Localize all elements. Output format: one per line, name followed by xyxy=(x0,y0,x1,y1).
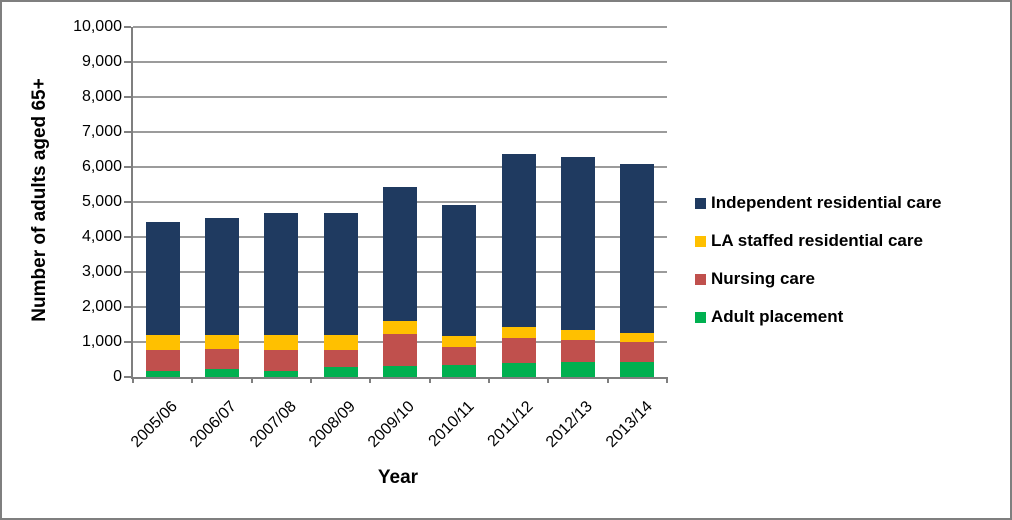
legend-label: Adult placement xyxy=(711,307,844,326)
x-axis-tick xyxy=(428,377,431,383)
x-axis-tick xyxy=(369,377,372,383)
legend-item: Nursing care xyxy=(695,269,942,289)
y-axis-tick-label: 7,000 xyxy=(81,123,122,140)
y-axis-tick-label: 8,000 xyxy=(81,88,122,105)
bar-segment xyxy=(383,366,417,377)
bar-segment xyxy=(442,335,477,348)
y-axis-tick-label: 6,000 xyxy=(81,158,122,175)
y-axis-tick xyxy=(124,166,131,168)
gridline xyxy=(133,166,667,168)
y-axis-line xyxy=(131,27,133,379)
x-axis-tick-label: 2013/14 xyxy=(602,398,656,451)
bar-segment xyxy=(442,205,477,336)
bar-segment xyxy=(264,335,299,351)
bar-segment xyxy=(264,350,299,371)
y-axis-tick-label: 0 xyxy=(113,368,122,385)
x-axis-tick xyxy=(666,377,668,383)
x-axis-tick xyxy=(547,377,550,383)
y-axis-tick xyxy=(124,26,131,28)
x-axis-tick xyxy=(606,377,609,383)
y-axis-tick-label: 5,000 xyxy=(81,193,122,210)
bar-segment xyxy=(620,342,655,362)
bar-segment xyxy=(501,154,536,327)
x-axis-tick-label: 2010/11 xyxy=(425,398,478,451)
y-axis-tick-label: 1,000 xyxy=(81,333,122,350)
bar-segment xyxy=(442,364,477,377)
y-axis-tick xyxy=(124,96,131,98)
y-axis-tick xyxy=(124,306,131,308)
y-axis-tick-label: 10,000 xyxy=(73,18,122,35)
gridline xyxy=(133,61,667,63)
bar-segment xyxy=(561,340,595,363)
bar-segment xyxy=(442,347,477,365)
x-axis-tick xyxy=(191,377,194,383)
y-axis-tick-label: 2,000 xyxy=(81,298,122,315)
bar-segment xyxy=(264,212,299,336)
x-axis-tick xyxy=(488,377,490,383)
y-axis-tick xyxy=(124,236,131,238)
bar-segment xyxy=(323,367,358,377)
legend-item: LA staffed residential care xyxy=(695,231,942,251)
gridline xyxy=(133,26,667,28)
legend-color-swatch xyxy=(695,273,706,285)
legend-label: Independent residential care xyxy=(711,193,942,212)
bar-segment xyxy=(145,335,180,351)
x-axis-tick-label: 2007/08 xyxy=(246,398,300,451)
bar-segment xyxy=(383,186,417,322)
bar-segment xyxy=(620,333,655,343)
bar-segment xyxy=(501,326,536,338)
legend-item: Independent residential care xyxy=(695,193,942,213)
y-axis-tick xyxy=(124,341,131,343)
y-axis-tick-label: 3,000 xyxy=(81,263,122,280)
bar-segment xyxy=(323,335,358,350)
bar-segment xyxy=(383,333,417,367)
legend: Independent residential care LA staffed r… xyxy=(695,193,942,327)
x-axis-tick xyxy=(310,377,312,383)
x-axis-tick-label: 2011/12 xyxy=(484,398,537,451)
legend-label: Nursing care xyxy=(711,269,815,288)
bar-segment xyxy=(620,164,655,334)
legend-color-swatch xyxy=(695,235,706,247)
bar-segment xyxy=(205,349,239,370)
y-axis-tick xyxy=(124,201,131,203)
legend-color-swatch xyxy=(695,311,706,323)
bar-segment xyxy=(205,369,239,377)
bar-segment xyxy=(205,335,239,350)
gridline xyxy=(133,131,667,133)
legend-label: LA staffed residential care xyxy=(711,231,923,250)
bar-segment xyxy=(501,337,536,364)
x-axis-tick xyxy=(250,377,253,383)
bar-segment xyxy=(323,212,358,336)
y-axis-tick xyxy=(124,131,131,133)
y-axis-tick xyxy=(124,271,131,273)
x-axis-tick-label: 2009/10 xyxy=(365,398,419,451)
y-axis-tick-label: 4,000 xyxy=(81,228,122,245)
x-axis-tick-label: 2008/09 xyxy=(305,398,359,451)
bar-segment xyxy=(145,221,180,336)
y-axis-tick xyxy=(124,61,131,63)
bar-segment xyxy=(205,218,239,336)
legend-color-swatch xyxy=(695,197,706,209)
bar-segment xyxy=(145,350,180,372)
gridline xyxy=(133,96,667,98)
bar-segment xyxy=(561,362,595,377)
bar-segment xyxy=(501,363,536,377)
bar-segment xyxy=(561,330,595,341)
bar-segment xyxy=(620,361,655,377)
x-axis-tick-label: 2006/07 xyxy=(187,398,241,451)
bar-segment xyxy=(145,371,180,377)
y-axis-tick xyxy=(124,376,131,378)
bar-segment xyxy=(561,156,595,331)
x-axis-tick xyxy=(132,377,134,383)
bar-segment xyxy=(383,321,417,334)
x-axis-title: Year xyxy=(377,467,419,488)
x-axis-tick-label: 2012/13 xyxy=(543,398,597,451)
y-axis-tick-label: 9,000 xyxy=(81,53,122,70)
legend-item: Adult placement xyxy=(695,307,942,327)
bar-segment xyxy=(323,349,358,368)
bar-segment xyxy=(264,370,299,377)
x-axis-line xyxy=(131,377,667,379)
x-axis-tick-label: 2005/06 xyxy=(127,398,181,451)
